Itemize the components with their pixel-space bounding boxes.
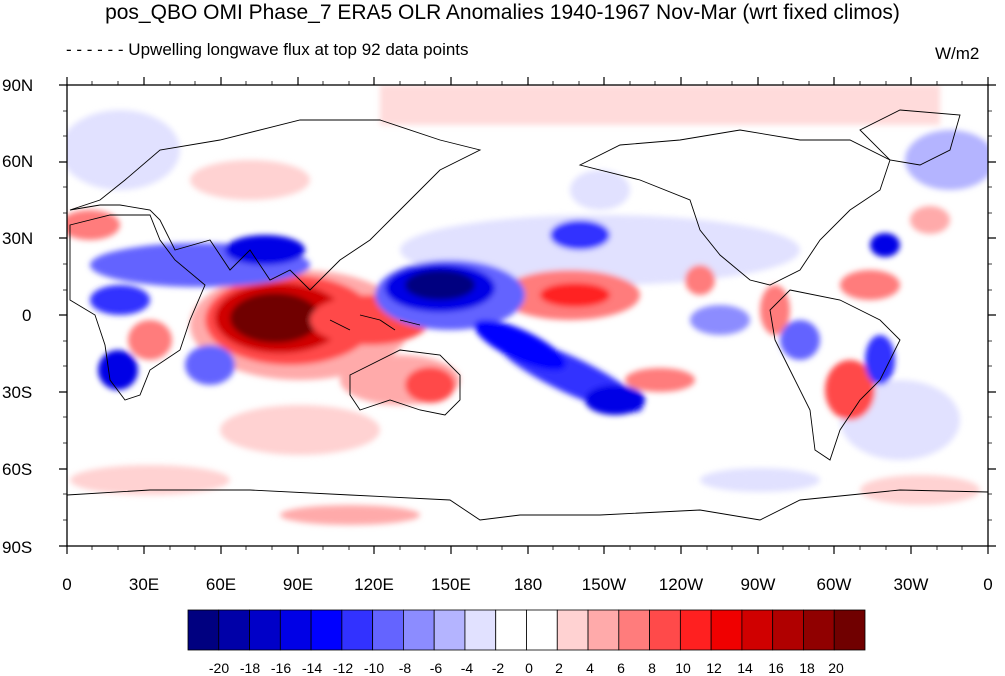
colorbar-swatch xyxy=(310,609,343,651)
lon-label-120e: 120E xyxy=(354,575,394,594)
lon-label-120w: 120W xyxy=(658,575,704,594)
colorbar-swatch xyxy=(649,609,681,651)
map-title: pos_QBO OMI Phase_7 ERA5 OLR Anomalies 1… xyxy=(105,1,900,24)
colorbar-label: -8 xyxy=(398,660,412,676)
coastline-maritime-continent xyxy=(329,314,421,331)
colorbar-swatch xyxy=(433,609,466,651)
colorbar-swatch xyxy=(341,609,374,651)
coastline-australia xyxy=(349,349,461,416)
colorbar-label: -2 xyxy=(491,660,505,676)
lat-label-eq: 0 xyxy=(22,306,32,325)
lon-label-60e: 60E xyxy=(205,575,237,594)
lon-label-0-east: 0 xyxy=(983,575,993,594)
lat-label-60s: 60S xyxy=(2,460,33,479)
colorbar-swatch xyxy=(741,609,774,651)
colorbar-label: 12 xyxy=(706,660,722,676)
coastline-south-america xyxy=(769,289,901,461)
colorbar-label: -10 xyxy=(363,660,385,676)
lon-label-150w: 150W xyxy=(581,575,627,594)
lon-label-90e: 90E xyxy=(282,575,314,594)
lat-label-30s: 30S xyxy=(2,383,33,402)
colorbar-swatch xyxy=(372,609,404,651)
coastline-greenland xyxy=(859,109,961,166)
colorbar-swatch xyxy=(403,609,435,651)
lon-label-60w: 60W xyxy=(816,575,852,594)
colorbar-label: -14 xyxy=(301,660,323,676)
colorbar-swatch xyxy=(249,609,281,651)
colorbar-label: 2 xyxy=(555,660,563,676)
coastlines xyxy=(67,109,988,521)
lat-label-30n: 30N xyxy=(2,229,34,248)
colorbar-label: 6 xyxy=(617,660,625,676)
colorbar-label: -4 xyxy=(460,660,474,676)
colorbar-swatch xyxy=(803,609,835,651)
lat-label-60n: 60N xyxy=(2,152,34,171)
colorbar-swatch xyxy=(587,609,620,651)
colorbar-swatch xyxy=(526,609,558,651)
lon-label-30w: 30W xyxy=(893,575,929,594)
colorbar-label: 10 xyxy=(675,660,691,676)
colorbar-label: -16 xyxy=(270,660,292,676)
colorbar-label: 8 xyxy=(648,660,656,676)
colorbar-label: 4 xyxy=(586,660,594,676)
colorbar-swatch xyxy=(710,609,743,651)
colorbar-swatch xyxy=(618,609,650,651)
lon-label-150e: 150E xyxy=(431,575,471,594)
colorbar-label: 0 xyxy=(525,660,533,676)
colorbar-label: 20 xyxy=(828,660,844,676)
colorbar-swatch xyxy=(495,609,527,651)
coastline-antarctica xyxy=(67,489,988,521)
lon-label-30e: 30E xyxy=(128,575,160,594)
colorbar-swatch xyxy=(218,609,250,651)
colorbar-swatch xyxy=(833,609,866,651)
colorbar-label: -18 xyxy=(239,660,261,676)
colorbar-swatch xyxy=(679,609,712,651)
coastline-africa xyxy=(69,214,206,401)
lat-label-90s: 90S xyxy=(2,538,33,557)
lat-label-90n: 90N xyxy=(2,76,34,95)
colorbar-label: -20 xyxy=(208,660,230,676)
colorbar-swatch xyxy=(279,609,312,651)
colorbar-label: -12 xyxy=(332,660,354,676)
colorbar-swatch xyxy=(464,609,497,651)
colorbar-label: 14 xyxy=(737,660,753,676)
colorbar-label: -6 xyxy=(429,660,443,676)
colorbar-swatch xyxy=(187,609,220,651)
units-label: W/m2 xyxy=(935,44,980,63)
axis-ticks xyxy=(59,77,996,554)
anomaly-field xyxy=(67,85,988,546)
coastline-north-america xyxy=(578,129,891,286)
colorbar-label: 18 xyxy=(799,660,815,676)
lon-label-180: 180 xyxy=(513,575,543,594)
coastline-eurasia xyxy=(69,119,482,291)
colorbar xyxy=(187,609,866,651)
colorbar-swatch xyxy=(556,609,589,651)
colorbar-label: 16 xyxy=(768,660,784,676)
map-subtitle: - - - - - - Upwelling longwave flux at t… xyxy=(66,40,469,59)
lon-label-90w: 90W xyxy=(740,575,776,594)
minor-ticks xyxy=(63,81,992,550)
lon-label-0: 0 xyxy=(62,575,72,594)
colorbar-swatch xyxy=(772,609,804,651)
